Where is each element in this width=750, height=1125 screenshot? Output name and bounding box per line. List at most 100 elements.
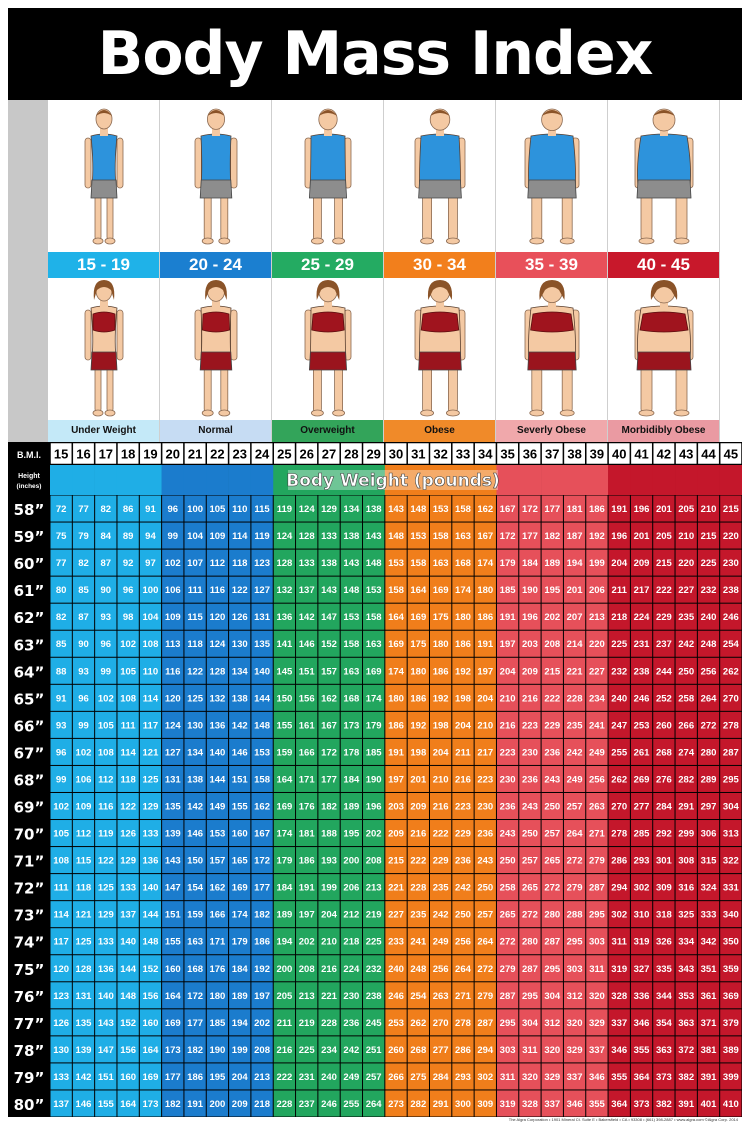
weight-cell — [452, 955, 474, 982]
weight-value: 284 — [433, 1072, 450, 1083]
weight-cell — [519, 1063, 541, 1090]
weight-cell — [318, 847, 340, 874]
weight-value: 93 — [78, 666, 89, 677]
weight-value: 308 — [678, 856, 694, 867]
weight-cell — [519, 522, 541, 549]
weight-cell — [496, 549, 519, 576]
weight-cell — [229, 901, 251, 928]
weight-value: 189 — [276, 910, 292, 921]
weight-value: 172 — [187, 991, 203, 1002]
weight-cell — [608, 549, 630, 576]
weight-value: 270 — [433, 1018, 449, 1029]
female-figure-icon — [48, 278, 160, 425]
female-figure-icon — [272, 278, 384, 425]
weight-value: 318 — [656, 910, 672, 921]
weight-cell — [363, 901, 385, 928]
weight-cell — [117, 738, 139, 765]
weight-value: 231 — [634, 639, 651, 650]
weight-cell — [273, 630, 296, 657]
weight-cell — [452, 792, 474, 820]
weight-value: 86 — [123, 504, 134, 515]
weight-cell — [206, 495, 229, 522]
weight-cell — [162, 1009, 184, 1036]
weight-cell — [318, 1063, 340, 1090]
weight-value: 166 — [299, 747, 315, 758]
weight-value: 136 — [276, 612, 292, 623]
weight-cell — [653, 495, 675, 522]
weight-cell — [162, 495, 184, 522]
weight-value: 119 — [277, 504, 292, 515]
weight-value: 99 — [78, 720, 89, 731]
weight-cell — [184, 576, 206, 603]
weight-cell — [206, 711, 229, 738]
weight-cell — [385, 684, 407, 711]
weight-value: 129 — [98, 910, 114, 921]
weight-value: 204 — [455, 720, 472, 731]
weight-value: 322 — [723, 856, 739, 867]
weight-cell — [630, 847, 653, 874]
weight-cell — [720, 955, 742, 982]
weight-cell — [251, 495, 273, 522]
weight-value: 261 — [634, 747, 651, 758]
weight-value: 235 — [567, 720, 584, 731]
weight-cell — [95, 901, 117, 928]
weight-value: 191 — [388, 747, 405, 758]
weight-value: 159 — [187, 910, 203, 921]
weight-value: 153 — [388, 558, 404, 569]
weight-value: 389 — [723, 1045, 739, 1056]
weight-cell — [50, 1009, 72, 1036]
height-row-label: 59” — [14, 528, 45, 546]
weight-value: 215 — [701, 531, 718, 542]
subtitle-band-cell — [50, 465, 73, 495]
weight-cell — [162, 738, 184, 765]
weight-cell — [340, 874, 363, 901]
weight-cell — [340, 576, 363, 603]
weight-cell — [563, 792, 586, 820]
weight-value: 209 — [232, 1099, 248, 1110]
weight-cell — [496, 1036, 519, 1063]
weight-cell — [318, 576, 340, 603]
weight-cell — [117, 1036, 139, 1063]
weight-cell — [229, 603, 251, 630]
weight-value: 227 — [589, 666, 605, 677]
weight-cell — [452, 928, 474, 955]
weight-value: 211 — [612, 585, 628, 596]
weight-cell — [429, 1036, 452, 1063]
weight-value: 223 — [522, 720, 538, 731]
weight-value: 236 — [455, 856, 471, 867]
weight-cell — [340, 1009, 363, 1036]
weight-value: 116 — [98, 802, 113, 813]
weight-cell — [586, 1009, 608, 1036]
weight-cell — [206, 955, 229, 982]
bmi-column-header-cell — [206, 442, 229, 465]
weight-value: 309 — [477, 1099, 493, 1110]
weight-cell — [50, 792, 72, 820]
weight-cell — [385, 765, 407, 792]
weight-value: 391 — [678, 1099, 695, 1110]
weight-value: 223 — [500, 747, 516, 758]
weight-cell — [50, 847, 72, 874]
weight-value: 328 — [522, 1099, 538, 1110]
weight-value: 162 — [321, 693, 337, 704]
weight-value: 152 — [120, 1018, 136, 1029]
weight-value: 185 — [209, 1018, 226, 1029]
weight-value: 249 — [433, 937, 449, 948]
weight-cell — [474, 738, 496, 765]
weight-cell — [720, 549, 742, 576]
weight-value: 119 — [98, 829, 113, 840]
weight-value: 343 — [678, 964, 694, 975]
weight-value: 229 — [433, 856, 449, 867]
weight-cell — [675, 955, 697, 982]
bmi-column-header-cell — [675, 442, 698, 465]
weight-cell — [363, 711, 385, 738]
weight-value: 91 — [56, 693, 67, 704]
weight-value: 204 — [500, 666, 517, 677]
weight-cell — [273, 820, 296, 847]
weight-cell — [72, 901, 95, 928]
weight-cell — [429, 792, 452, 820]
weight-cell — [519, 982, 541, 1009]
weight-value: 139 — [76, 1045, 92, 1056]
weight-cell — [675, 738, 697, 765]
weight-cell — [563, 765, 586, 792]
weight-value: 132 — [276, 585, 292, 596]
